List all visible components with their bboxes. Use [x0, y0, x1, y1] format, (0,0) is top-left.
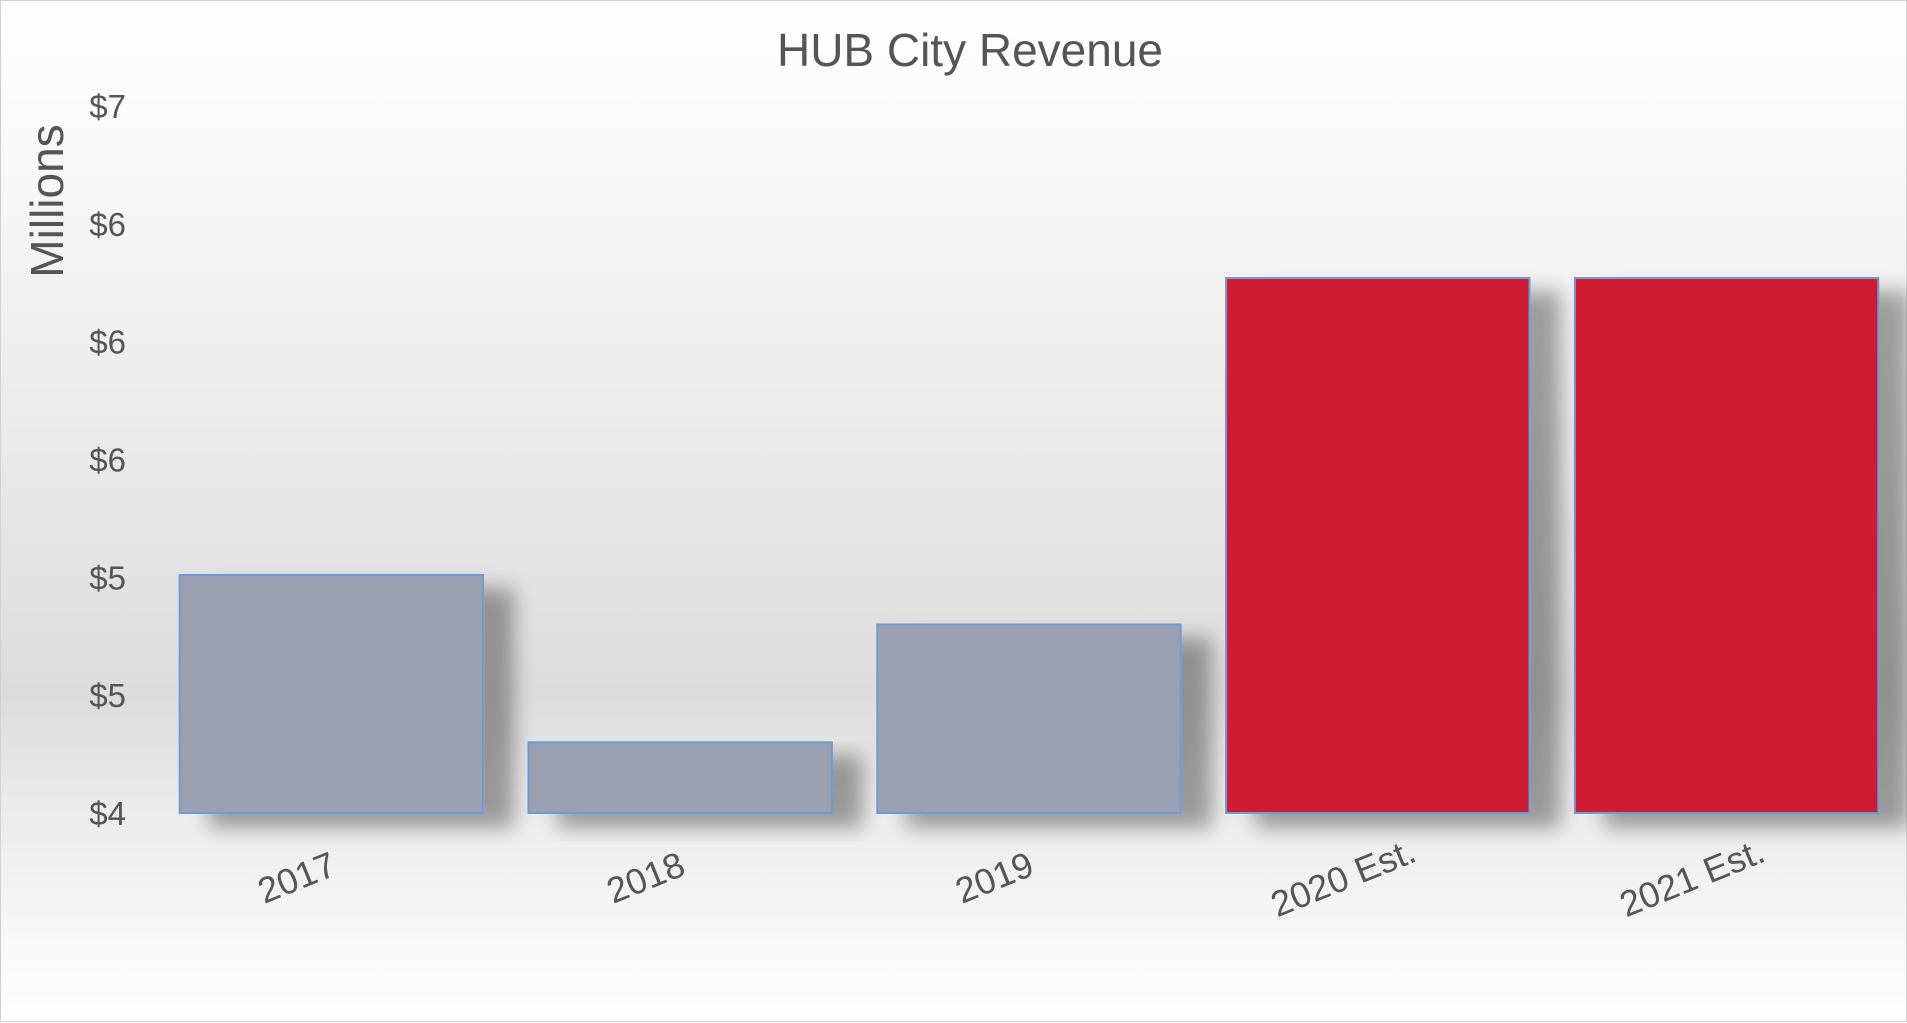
y-axis-ticks: $4 $5 $5 $6 $6 $6 $7: [89, 88, 126, 832]
bar-2020-est: [1225, 277, 1531, 814]
bars: [178, 277, 1880, 815]
x-tick-label: 2017: [252, 843, 342, 911]
y-tick-label: $4: [89, 795, 126, 832]
y-tick-label: $6: [89, 442, 126, 479]
x-tick-label: 2021 Est.: [1614, 830, 1770, 925]
x-tick-label: 2019: [950, 843, 1040, 911]
x-tick-label: 2020 Est.: [1265, 830, 1421, 925]
y-tick-label: $5: [89, 677, 126, 714]
y-tick-label: $7: [89, 88, 126, 125]
y-tick-label: $6: [89, 324, 126, 361]
chart-title: HUB City Revenue: [777, 24, 1163, 76]
x-tick-label: 2018: [601, 843, 691, 911]
y-axis-label: Millions: [21, 124, 73, 277]
y-tick-label: $5: [89, 559, 126, 596]
x-axis-ticks: 2017 2018 2019 2020 Est. 2021 Est.: [252, 830, 1770, 925]
bar-2021-est: [1573, 277, 1880, 814]
bar-2018: [527, 741, 833, 814]
y-tick-label: $6: [89, 206, 126, 243]
bar-2017: [178, 573, 485, 815]
bar-2019: [876, 623, 1182, 815]
